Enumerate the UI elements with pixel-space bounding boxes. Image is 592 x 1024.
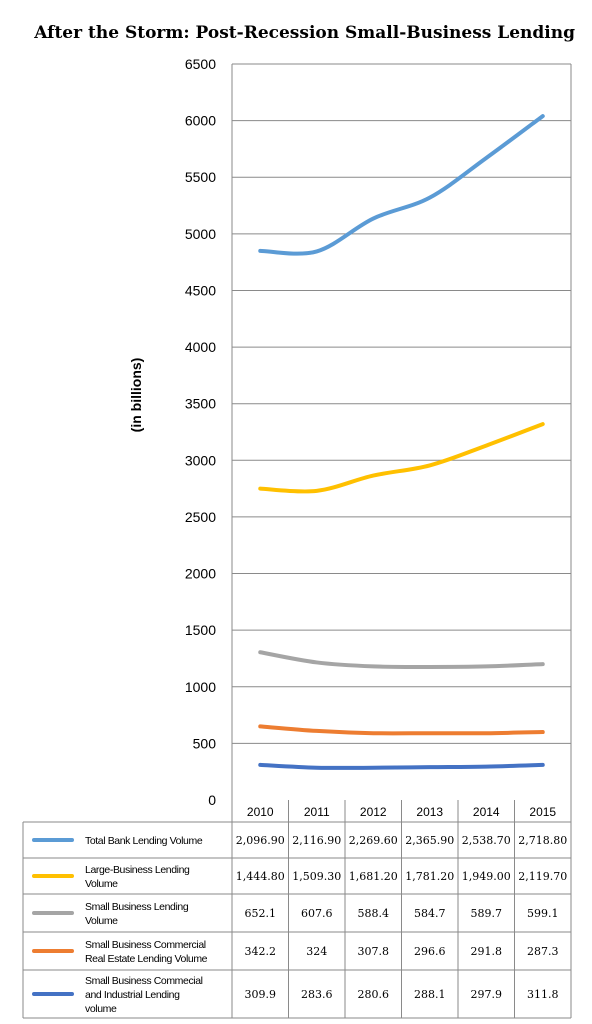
y-tick-label: 1500 [185, 622, 216, 638]
y-tick-label: 4000 [185, 339, 216, 355]
y-tick-label: 1000 [185, 679, 216, 695]
table-value: 599.1 [527, 907, 559, 920]
series-line [258, 422, 545, 494]
table-value: 588.4 [358, 907, 390, 920]
series-line [258, 114, 545, 256]
y-tick-label: 5500 [185, 169, 216, 185]
table-value: 311.8 [527, 988, 559, 1001]
y-tick-label: 4500 [185, 282, 216, 298]
series-line [258, 650, 545, 669]
table-value: 2,269.60 [349, 834, 398, 847]
y-tick-label: 3500 [185, 396, 216, 412]
table-value: 584.7 [414, 907, 446, 920]
table-value: 297.9 [471, 988, 503, 1001]
table-value: 296.6 [414, 945, 446, 958]
y-axis-label: (in billions) [128, 358, 144, 433]
table-value: 283.6 [301, 988, 333, 1001]
table-value: 607.6 [301, 907, 333, 920]
table-value: 342.2 [245, 945, 277, 958]
x-tick-label: 2010 [247, 805, 274, 819]
table-value: 1,781.20 [405, 870, 454, 883]
table-value: 2,119.70 [518, 870, 567, 883]
series-line [258, 724, 545, 736]
y-tick-label: 5000 [185, 226, 216, 242]
legend-label: volume [85, 1003, 117, 1015]
y-tick-label: 2500 [185, 509, 216, 525]
table-value: 2,718.80 [518, 834, 567, 847]
table-value: 324 [306, 945, 327, 958]
table-value: 2,116.90 [292, 834, 341, 847]
y-tick-label: 6000 [185, 113, 216, 129]
table-value: 2,365.90 [405, 834, 454, 847]
table-value: 1,949.00 [462, 870, 511, 883]
y-tick-label: 500 [193, 735, 217, 751]
y-tick-label: 3000 [185, 452, 216, 468]
table-value: 2,538.70 [462, 834, 511, 847]
legend-label: Small Business Commercial [85, 939, 206, 951]
legend-label: and Industrial Lending [85, 989, 180, 1001]
table-value: 589.7 [471, 907, 503, 920]
y-tick-label: 0 [208, 792, 216, 808]
legend-label: Volume [85, 878, 118, 890]
table-value: 2,096.90 [236, 834, 285, 847]
y-tick-label: 6500 [185, 56, 216, 72]
legend-label: Real Estate Lending Volume [85, 953, 208, 965]
table-value: 291.8 [471, 945, 503, 958]
x-tick-label: 2012 [360, 805, 387, 819]
table-value: 288.1 [414, 988, 446, 1001]
x-tick-label: 2011 [304, 805, 330, 819]
legend-label: Small Business Lending [85, 901, 189, 913]
x-tick-label: 2014 [473, 805, 500, 819]
table-value: 1,444.80 [236, 870, 285, 883]
x-tick-label: 2013 [416, 805, 443, 819]
y-tick-label: 2000 [185, 566, 216, 582]
series-line [258, 762, 545, 770]
chart-title: After the Storm: Post-Recession Small-Bu… [33, 23, 575, 43]
table-value: 287.3 [527, 945, 559, 958]
legend-label: Small Business Commecial [85, 975, 203, 987]
legend-label: Volume [85, 915, 118, 927]
table-value: 280.6 [358, 988, 390, 1001]
table-value: 1,681.20 [349, 870, 398, 883]
x-tick-label: 2015 [529, 805, 556, 819]
legend-label: Large-Business Lending [85, 864, 190, 876]
table-value: 309.9 [245, 988, 277, 1001]
legend-label: Total Bank Lending Volume [85, 835, 203, 847]
table-value: 307.8 [358, 945, 390, 958]
table-value: 652.1 [245, 907, 277, 920]
table-value: 1,509.30 [292, 870, 341, 883]
